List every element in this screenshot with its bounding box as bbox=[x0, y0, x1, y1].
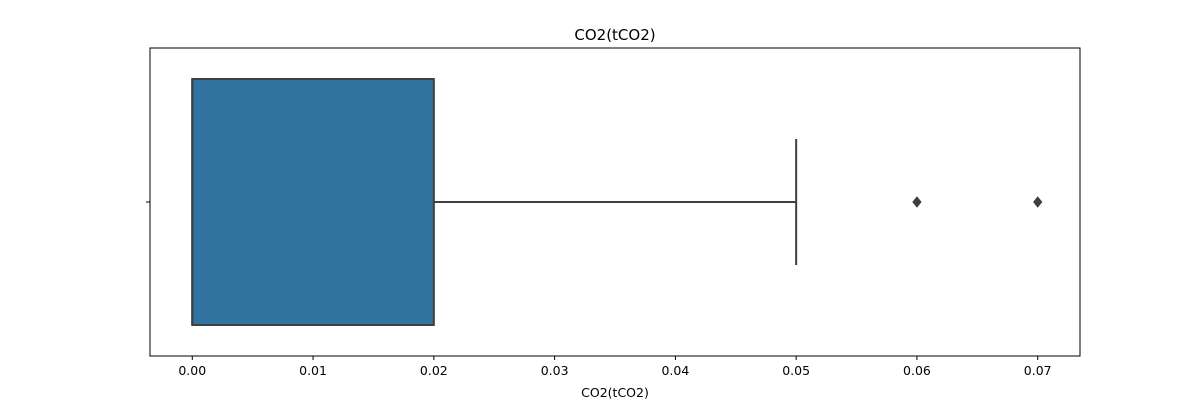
x-tick-label-5: 0.05 bbox=[782, 363, 810, 378]
chart-title: CO2(tCO2) bbox=[574, 26, 655, 44]
x-tick-label-0: 0.00 bbox=[178, 363, 206, 378]
x-tick-label-7: 0.07 bbox=[1024, 363, 1052, 378]
x-tick-label-6: 0.06 bbox=[903, 363, 931, 378]
x-axis-ticks: 0.00 0.01 0.02 0.03 0.04 0.05 0.06 0.07 bbox=[178, 356, 1052, 378]
x-tick-label-1: 0.01 bbox=[299, 363, 327, 378]
x-axis-label: CO2(tCO2) bbox=[581, 385, 649, 400]
outlier-point-1 bbox=[1033, 196, 1043, 208]
plot-area bbox=[146, 47, 1081, 357]
outlier-point-0 bbox=[912, 196, 922, 208]
iqr-box bbox=[191, 78, 435, 326]
x-tick-label-3: 0.03 bbox=[541, 363, 569, 378]
x-tick-label-4: 0.04 bbox=[661, 363, 689, 378]
x-tick-label-2: 0.02 bbox=[420, 363, 448, 378]
